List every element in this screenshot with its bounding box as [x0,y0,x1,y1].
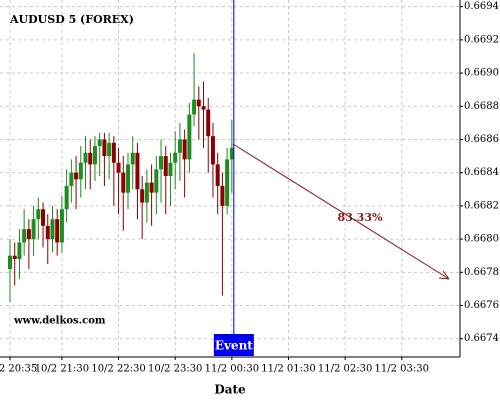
event: Event [213,0,254,356]
y-tick-label: 0.6676 [464,300,499,311]
y-tick-label: 0.6674 [464,333,499,344]
candle-body [12,255,17,260]
y-tick-label: 0.6684 [464,167,499,178]
candle-body [111,142,116,163]
candle-body [192,99,197,115]
candle-body [206,109,211,137]
candle-body [69,172,74,186]
candle-body [210,136,215,165]
x-tick-label: 11/2 00:30 [205,364,259,375]
candle-body [130,152,135,165]
forecast-arrow [232,143,450,280]
candle-body [22,229,27,243]
candle-body [144,182,149,203]
candle-body [59,209,64,243]
candle-body [88,152,93,165]
candle-body [154,169,159,193]
watermark: www.delkos.com [13,316,106,327]
candle-body [140,189,145,203]
event-label: Event [215,339,253,353]
x-tick-label: 10/2 21:30 [35,364,89,375]
candle-body [97,139,102,147]
y-tick-label: 0.6690 [464,68,499,79]
candle-body [50,219,55,240]
candle-body [26,229,31,240]
candle-body [55,219,60,243]
x-tick-label: 11/2 02:30 [318,364,372,375]
candle-body [64,185,69,210]
candle-body [187,114,192,160]
x-tick-label: 10/2 20:35 [0,364,37,375]
probability-label: 83.33% [338,211,383,224]
y-tick-label: 0.6688 [464,101,499,112]
candle-body [126,164,130,193]
candle-body [177,139,182,153]
candle-body [102,139,107,157]
candle-body [135,152,140,190]
y-tick-label: 0.6680 [464,234,499,245]
candle-body [36,209,41,220]
arrow-head [438,270,450,280]
candle-body [149,182,154,193]
candle-body [78,162,83,180]
candle-body [74,172,79,180]
candle-body [83,152,88,163]
candle-body [229,147,234,160]
x-tick-label: 10/2 22:30 [91,364,145,375]
candle-body [201,106,206,110]
y-tick-label: 0.6692 [464,34,499,45]
y-tick-label: 0.6686 [464,134,499,145]
candle-body [41,209,46,226]
x-tick-label: 10/2 23:30 [148,364,202,375]
candle-body [220,185,225,206]
candle-body [168,162,173,177]
x-tick-label: 11/2 01:30 [261,364,315,375]
x-tick-label: 11/2 03:30 [375,364,429,375]
y-tick-label: 0.6694 [464,1,499,12]
candle-body [31,219,36,240]
candle-body [121,172,126,193]
y-tick-label: 0.6678 [464,267,499,278]
candle-body [225,159,230,206]
candles [8,53,234,303]
candle-body [92,146,97,165]
candle-body [159,156,164,170]
candle-body [17,242,22,260]
y-tick-label: 0.6682 [464,200,499,211]
x-axis-label: Date [214,383,246,397]
candle-body [182,139,187,160]
candle-body [163,156,168,177]
chart-title: AUDUSD 5 (FOREX) [9,13,134,26]
candle-body [8,255,12,269]
candle-body [196,99,201,107]
event-box [213,334,254,356]
candle-body [116,162,121,173]
candle-body [45,225,50,240]
candle-body [107,142,112,157]
candle-body [173,152,178,163]
candle-body [215,164,220,186]
